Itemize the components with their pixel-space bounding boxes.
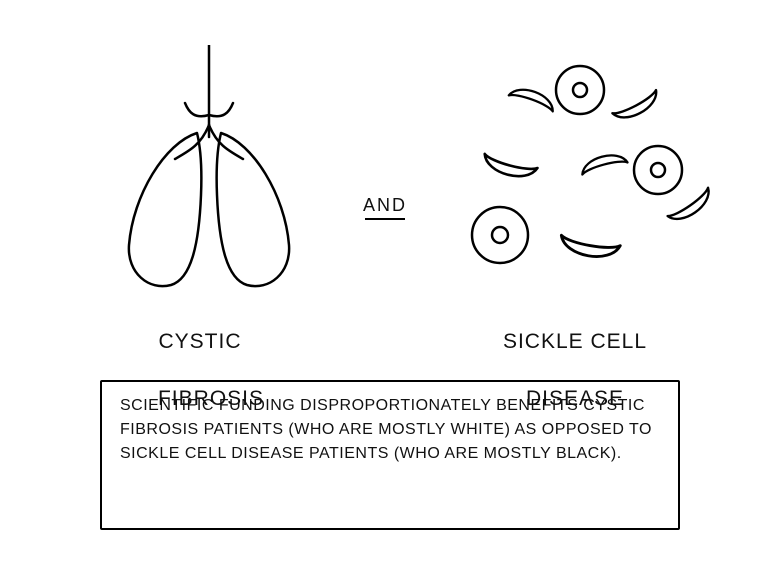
diagram-stage: AND CYSTIC FIBROSIS SICKLE CELL DISEASE … <box>0 0 780 586</box>
left-label-line1: CYSTIC <box>158 330 241 353</box>
connector-underline <box>365 218 405 220</box>
connector-and: AND <box>345 195 425 220</box>
connector-text: AND <box>363 195 407 215</box>
blood-cells-icon <box>440 55 720 295</box>
caption-text: SCIENTIFIC FUNDING DISPROPORTIONATELY BE… <box>120 397 652 462</box>
caption-box: SCIENTIFIC FUNDING DISPROPORTIONATELY BE… <box>100 380 680 530</box>
right-label-line1: SICKLE CELL <box>503 330 647 353</box>
lungs-icon <box>105 45 315 295</box>
